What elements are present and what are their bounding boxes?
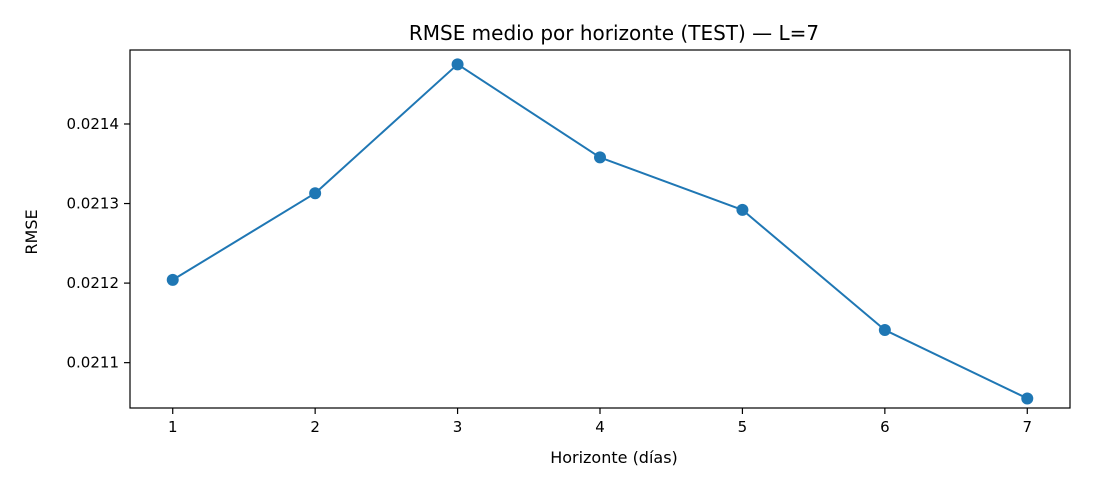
x-tick-label: 4 bbox=[595, 418, 605, 436]
x-axis: 1 2 3 4 5 6 7 bbox=[168, 408, 1032, 436]
y-tick-label: 0.0213 bbox=[67, 195, 120, 213]
y-tick-label: 0.0212 bbox=[67, 274, 120, 292]
chart-title: RMSE medio por horizonte (TEST) — L=7 bbox=[409, 21, 819, 45]
y-axis: 0.0211 0.0212 0.0213 0.0214 bbox=[67, 115, 130, 372]
data-point bbox=[309, 187, 322, 200]
x-tick-label: 1 bbox=[168, 418, 178, 436]
x-axis-label: Horizonte (días) bbox=[550, 448, 678, 467]
data-point bbox=[736, 203, 749, 216]
series-layer bbox=[166, 58, 1034, 405]
data-point bbox=[451, 58, 464, 71]
series-line bbox=[172, 63, 1028, 400]
plot-area bbox=[129, 49, 1071, 409]
y-tick-label: 0.0211 bbox=[67, 354, 120, 372]
y-tick-label: 0.0214 bbox=[67, 115, 120, 133]
x-tick-label: 2 bbox=[310, 418, 320, 436]
data-point bbox=[594, 151, 606, 164]
data-point bbox=[1021, 392, 1034, 405]
plot-frame bbox=[129, 49, 1071, 409]
x-tick-label: 3 bbox=[453, 418, 463, 436]
data-point bbox=[878, 324, 891, 337]
y-axis-label: RMSE bbox=[22, 209, 41, 254]
data-point bbox=[166, 273, 179, 286]
x-tick-label: 5 bbox=[738, 418, 748, 436]
x-tick-label: 7 bbox=[1022, 418, 1032, 436]
x-tick-label: 6 bbox=[880, 418, 890, 436]
